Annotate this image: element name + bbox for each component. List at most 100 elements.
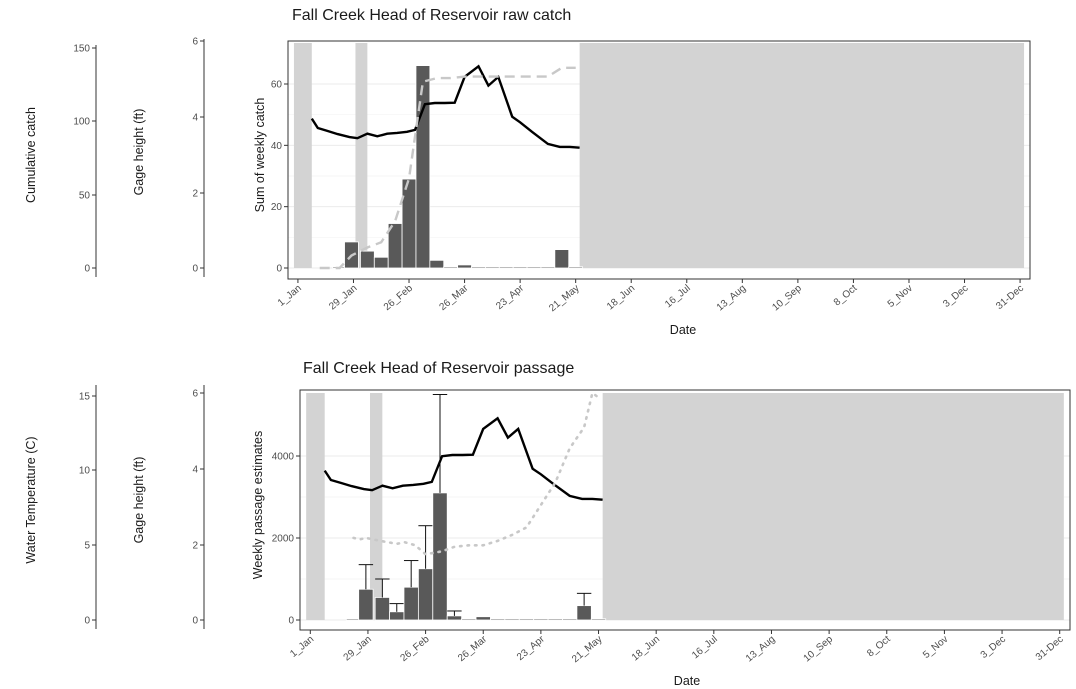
shaded-range xyxy=(293,43,312,268)
x-axis-label: Date xyxy=(674,674,700,688)
y-tick-label: 4000 xyxy=(272,452,295,463)
passage-chart: Fall Creek Head of Reservoir passage 1_J… xyxy=(24,360,1071,688)
y-axis: 0 2000 4000 xyxy=(272,452,300,627)
x-tick-label: 3_Dec xyxy=(979,634,1008,661)
panel-border xyxy=(287,40,1031,280)
x-tick-label: 26_Mar xyxy=(437,282,471,313)
bar xyxy=(498,266,514,269)
bar xyxy=(429,259,445,269)
bar xyxy=(415,65,431,269)
bar xyxy=(590,618,607,621)
secondary-tick-label: 2 xyxy=(192,189,198,200)
cumulative-catch-line xyxy=(319,66,576,270)
bar xyxy=(461,618,477,621)
x-tick-label: 1_Jan xyxy=(288,634,316,660)
x-tick-label: 10_Sep xyxy=(802,634,836,665)
water-temperature-axis-label: Water Temperature (C) xyxy=(24,436,38,563)
secondary-tick-label: 15 xyxy=(79,392,91,403)
x-tick-label: 26_Feb xyxy=(382,283,415,314)
bar xyxy=(490,618,506,621)
cumulative-catch-axis-label: Cumulative catch xyxy=(24,107,38,203)
x-tick-label: 21_May xyxy=(547,283,581,314)
bar xyxy=(576,605,592,621)
bar xyxy=(562,618,578,621)
secondary-tick-label: 50 xyxy=(79,191,91,202)
secondary-tick-label: 0 xyxy=(192,616,198,627)
bar xyxy=(373,256,389,269)
bar xyxy=(554,249,570,269)
x-tick-label: 5_Nov xyxy=(886,283,915,310)
y-tick-label: 40 xyxy=(271,141,283,152)
gage-height-line xyxy=(310,64,580,149)
y-tick-label: 0 xyxy=(276,264,282,275)
panel-border xyxy=(299,389,1071,631)
bar xyxy=(547,618,563,621)
bar xyxy=(374,597,390,621)
x-tick-label: 16_Jul xyxy=(690,634,720,661)
x-tick-label: 26_Mar xyxy=(456,633,490,664)
secondary-axes: 0 2 4 6 0 5 10 15 xyxy=(79,385,205,629)
x-axis: 1_Jan 29_Jan 26_Feb 26_Mar 23_Apr 21_May 18_Ju… xyxy=(288,630,1066,665)
bar xyxy=(533,618,549,621)
y-tick-label: 60 xyxy=(271,80,283,91)
x-tick-label: 23_Apr xyxy=(494,282,526,312)
secondary-tick-label: 150 xyxy=(73,44,90,55)
shaded-range xyxy=(602,393,1064,620)
bar xyxy=(471,266,486,269)
x-tick-label: 1_Jan xyxy=(276,283,304,309)
bar xyxy=(512,266,528,269)
secondary-axes: 0 2 4 6 0 50 100 150 xyxy=(73,37,205,277)
y-axis-label: Weekly passage estimates xyxy=(251,431,265,579)
secondary-tick-label: 2 xyxy=(192,541,198,552)
x-tick-label: 18_Jun xyxy=(630,634,662,664)
y-axis-label: Sum of weekly catch xyxy=(253,98,267,213)
x-tick-label: 21_May xyxy=(570,634,604,665)
bar xyxy=(401,178,417,269)
bar xyxy=(475,616,491,621)
bar xyxy=(526,266,542,269)
x-tick-label: 29_Jan xyxy=(327,283,359,313)
x-tick-label: 26_Feb xyxy=(398,634,431,665)
bar xyxy=(403,586,419,621)
secondary-tick-label: 6 xyxy=(192,389,198,400)
shaded-range xyxy=(355,43,368,268)
x-tick-label: 10_Sep xyxy=(770,283,804,314)
gage-height-axis-label: Gage height (ft) xyxy=(132,109,146,196)
shaded-range xyxy=(306,393,325,620)
bar xyxy=(417,568,434,621)
bar xyxy=(518,618,535,621)
shaded-range xyxy=(370,393,383,620)
plot-area xyxy=(299,389,1071,631)
bar xyxy=(443,266,459,269)
bar xyxy=(485,266,500,269)
bar xyxy=(568,266,584,269)
bar xyxy=(432,492,448,621)
secondary-tick-label: 4 xyxy=(192,113,198,124)
y-tick-label: 0 xyxy=(288,616,294,627)
x-tick-label: 3_Dec xyxy=(941,283,970,310)
secondary-tick-label: 10 xyxy=(79,466,91,477)
x-tick-label: 13_Aug xyxy=(715,283,748,314)
secondary-tick-label: 4 xyxy=(192,465,198,476)
secondary-tick-label: 0 xyxy=(84,264,90,275)
secondary-tick-label: 0 xyxy=(192,264,198,275)
plot-area xyxy=(287,40,1031,280)
shaded-range xyxy=(579,43,1025,268)
x-tick-label: 16_Jul xyxy=(663,283,693,310)
y-tick-label: 20 xyxy=(271,202,283,213)
x-tick-label: 23_Apr xyxy=(515,633,547,663)
bar xyxy=(504,618,520,621)
bar xyxy=(446,615,463,621)
secondary-tick-label: 0 xyxy=(84,616,90,627)
secondary-tick-label: 5 xyxy=(84,541,90,552)
secondary-tick-label: 6 xyxy=(192,37,198,48)
x-axis-label: Date xyxy=(670,323,696,337)
x-tick-label: 8_Oct xyxy=(865,634,893,660)
bar xyxy=(457,264,472,269)
gage-height-line xyxy=(323,416,603,501)
x-tick-label: 13_Aug xyxy=(744,634,777,665)
secondary-tick-label: 100 xyxy=(73,117,90,128)
bar xyxy=(360,250,375,269)
x-tick-label: 31-Dec xyxy=(994,283,1026,312)
